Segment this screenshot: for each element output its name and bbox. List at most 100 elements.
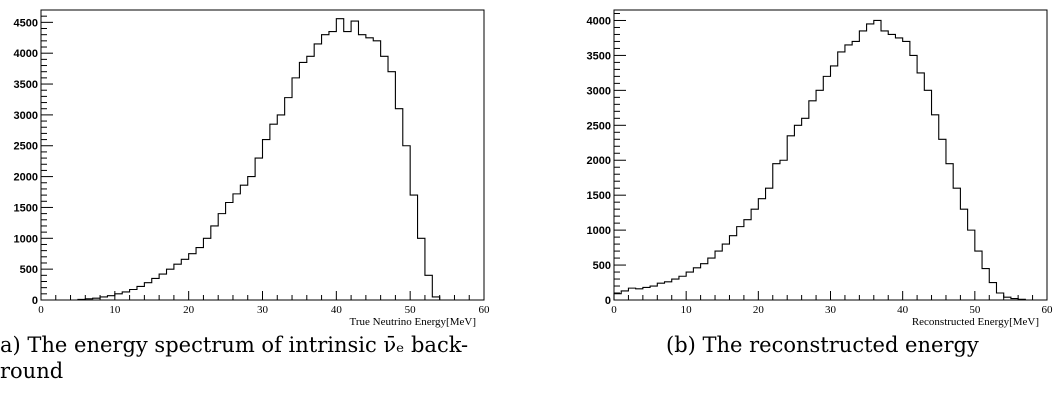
histogram-bin-b-49 [968,230,975,300]
histogram-bin-b-31 [838,52,845,300]
histogram-bin-a-11 [122,292,129,300]
histogram-bin-a-49 [403,146,410,300]
histogram-bin-b-35 [867,24,874,300]
histogram-bin-b-45 [939,139,946,300]
histogram-bin-a-23 [211,226,218,300]
histogram-bin-b-43 [924,90,931,300]
histogram-bin-b-48 [960,209,967,300]
histogram-bin-a-43 [358,35,365,300]
histogram-bin-b-30 [831,66,838,300]
histogram-bin-a-33 [285,98,292,300]
histogram-bin-a-8 [100,297,107,300]
caption-b-line-1: (b) The reconstructed energy [666,333,979,357]
x-tick-label-b-6: 60 [1042,304,1054,316]
histogram-bin-b-52 [989,283,996,300]
histogram-bin-a-35 [299,62,306,300]
histogram-bin-a-32 [277,115,284,300]
histogram-bin-b-26 [802,118,809,300]
x-tick-label-a-4: 40 [331,304,343,316]
histogram-bin-a-48 [395,109,402,300]
histogram-bin-b-34 [859,31,866,300]
y-tick-label-a-1: 500 [20,264,38,276]
histogram-bin-b-10 [686,272,693,300]
y-tick-label-b-1: 500 [593,260,611,272]
x-tick-label-a-5: 50 [405,304,417,316]
histogram-bin-a-46 [381,56,388,300]
histogram-bin-b-51 [982,269,989,300]
y-tick-label-b-4: 2000 [587,155,611,167]
histogram-bin-a-37 [314,44,321,300]
histogram-bin-b-2 [628,288,635,300]
histogram-bin-b-25 [794,125,801,300]
histogram-bin-b-17 [737,227,744,300]
histogram-bin-a-14 [144,283,151,300]
caption-a-line-1: a) The energy spectrum of intrinsic ν̄ₑ … [0,333,469,357]
histogram-bin-a-50 [410,195,417,300]
histogram-bin-b-47 [953,188,960,300]
y-tick-label-b-0: 0 [605,295,611,307]
x-tick-label-b-5: 50 [969,304,981,316]
histogram-bin-a-25 [226,203,233,300]
y-tick-label-a-2: 1000 [14,233,38,245]
histogram-bin-b-44 [932,115,939,300]
y-tick-label-b-3: 1500 [587,190,611,202]
histogram-bin-b-7 [665,282,672,300]
histogram-bin-b-39 [895,38,902,300]
histogram-bin-b-55 [1011,299,1018,300]
caption-a: a) The energy spectrum of intrinsic ν̄ₑ … [0,332,548,384]
histogram-bin-b-19 [751,209,758,300]
histogram-bin-a-47 [388,72,395,300]
histogram-bin-a-40 [336,19,343,300]
histogram-bin-a-52 [425,275,432,300]
histogram-bin-a-22 [203,238,210,300]
histogram-bin-b-14 [715,251,722,300]
histogram-bin-a-31 [270,124,277,300]
histogram-bin-b-56 [1018,299,1025,300]
histogram-bin-b-11 [693,268,700,300]
y-tick-label-a-6: 3000 [14,110,38,122]
histogram-bin-b-40 [903,41,910,300]
histogram-bin-b-0 [614,294,621,300]
histogram-bin-b-18 [744,220,751,300]
histogram-bin-b-33 [852,41,859,300]
caption-a-line-2: round [0,359,64,383]
histogram-bin-b-46 [946,164,953,300]
chart-a: 0 500 1000 1500 2000 2500 3000 3500 4000 4500 0 10 2… [14,9,491,328]
histogram-bin-a-6 [85,299,92,300]
histogram-bin-b-27 [809,101,816,300]
histogram-bin-b-32 [845,45,852,300]
histogram-bin-a-27 [240,185,247,300]
histogram-bin-a-51 [418,238,425,300]
y-tick-label-a-3: 1500 [14,202,38,214]
x-axis-title-b: Reconstructed Energy[MeV] [912,316,1039,328]
caption-b: (b) The reconstructed energy [666,332,979,358]
x-tick-label-a-6: 60 [479,304,491,316]
histogram-bin-b-8 [672,279,679,300]
x-tick-label-b-0: 0 [611,304,617,316]
histogram-bin-a-16 [159,274,166,300]
histogram-bin-a-21 [196,248,203,300]
histogram-bin-a-10 [115,294,122,300]
x-tick-label-a-3: 30 [257,304,269,316]
histogram-bin-a-12 [130,290,137,300]
histogram-bin-a-26 [233,194,240,300]
histogram-bin-b-21 [766,188,773,300]
histogram-bin-b-54 [1004,297,1011,300]
x-tick-label-a-1: 10 [109,304,121,316]
x-tick-label-b-3: 30 [825,304,837,316]
histogram-bin-b-53 [996,293,1003,300]
histogram-bin-a-41 [344,32,351,300]
histogram-bin-b-50 [975,251,982,300]
histogram-bin-b-29 [823,76,830,300]
histogram-bin-a-5 [78,299,85,300]
x-axis-title-a: True Neutrino Energy[MeV] [350,316,476,328]
histogram-bin-a-29 [255,158,262,300]
histogram-bin-b-41 [910,55,917,300]
x-tick-label-a-2: 20 [183,304,195,316]
histogram-bin-a-28 [248,177,255,300]
histogram-bin-a-15 [152,278,159,300]
histogram-bin-a-19 [181,259,188,300]
histogram-bin-b-20 [758,199,765,300]
y-tick-label-b-8: 4000 [587,15,611,27]
